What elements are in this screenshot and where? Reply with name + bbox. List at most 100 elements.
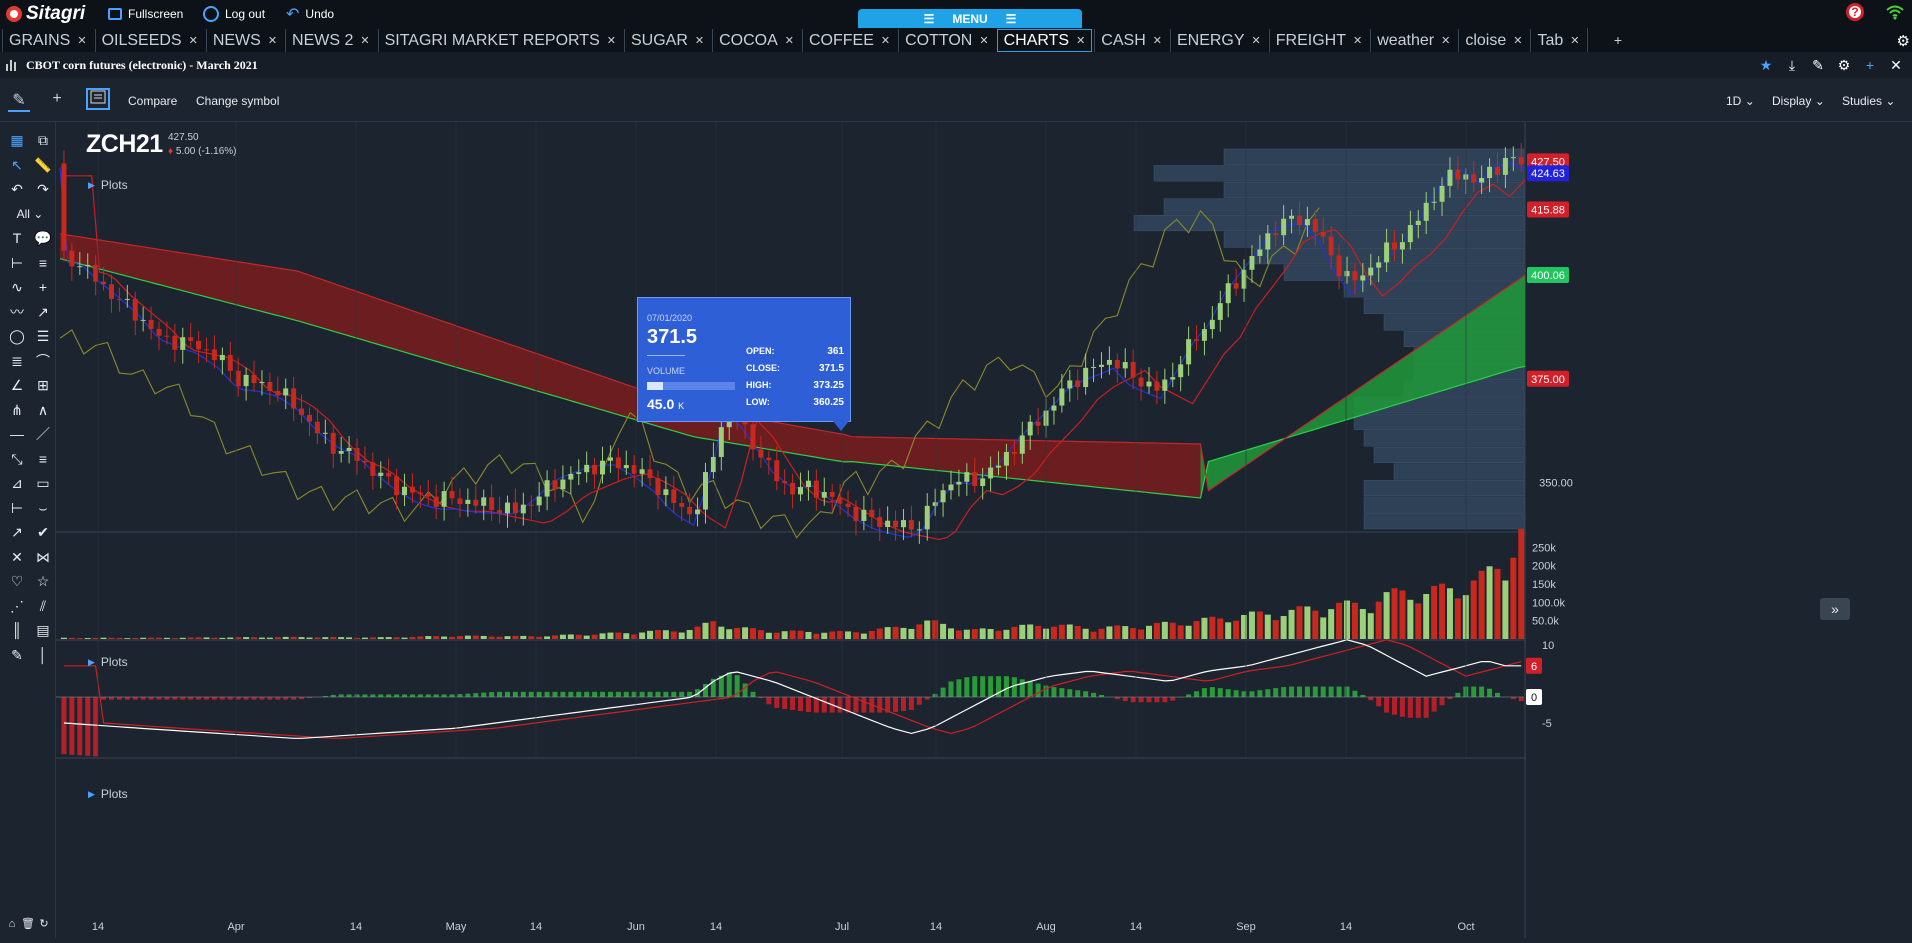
text-tool-icon[interactable]: T xyxy=(12,230,22,246)
close-icon[interactable]: ✕ xyxy=(1441,35,1451,47)
tab-weather[interactable]: weather ✕ xyxy=(1370,29,1456,52)
share-icon[interactable]: ⧉ xyxy=(38,132,48,148)
callout-icon[interactable]: 💬 xyxy=(34,230,52,246)
rectangle-icon[interactable]: ▭ xyxy=(36,475,50,491)
close-icon[interactable]: ✕ xyxy=(188,35,198,47)
expand-right-button[interactable]: » xyxy=(1820,598,1850,620)
vertical-line-icon[interactable]: │ xyxy=(38,646,48,663)
gear-icon[interactable]: ⚙ xyxy=(1896,33,1910,50)
freehand-icon[interactable]: 〰 xyxy=(10,303,24,320)
chart-canvas[interactable]: 350.00 427.50 424.63 415.88 400.06 375.00 250k… xyxy=(56,122,1912,938)
undo-icon[interactable]: ↶ xyxy=(11,181,23,197)
tab-cocoa[interactable]: COCOA ✕ xyxy=(712,29,800,52)
tool-filter-dropdown[interactable]: All ⌄ xyxy=(8,204,52,224)
add-tab-button[interactable]: + xyxy=(1587,28,1647,52)
download-icon[interactable]: ⤓ xyxy=(1788,57,1796,73)
ellipse-icon[interactable]: ◯ xyxy=(9,328,25,344)
close-icon[interactable]: ✕ xyxy=(1152,35,1162,47)
close-icon[interactable]: ✕ xyxy=(77,35,87,47)
star-icon[interactable]: ★ xyxy=(1759,57,1773,73)
chart-area[interactable]: 350.00 427.50 424.63 415.88 400.06 375.00 250k… xyxy=(56,122,1912,938)
help-icon[interactable]: ? xyxy=(1846,3,1864,21)
redo-icon[interactable]: ↷ xyxy=(37,181,49,197)
volume-plots-toggle[interactable]: ▶ Plots xyxy=(88,655,128,669)
interval-dropdown[interactable]: 1D ⌄ xyxy=(1726,94,1755,108)
close-icon[interactable]: ✕ xyxy=(1076,35,1086,47)
star-icon[interactable]: ☆ xyxy=(36,573,50,589)
wave-icon[interactable]: ∿ xyxy=(11,279,23,295)
close-icon[interactable]: ✕ xyxy=(979,35,989,47)
refresh-icon[interactable]: ↻ xyxy=(39,918,49,930)
tab-tab[interactable]: Tab ✕ xyxy=(1530,29,1585,52)
draw-pencil-icon[interactable]: ✎ xyxy=(8,90,30,112)
macd-plots-toggle[interactable]: ▶ Plots xyxy=(88,787,128,801)
levels-icon[interactable]: ≡ xyxy=(38,450,48,467)
gann-icon[interactable]: ∠ xyxy=(10,377,24,393)
tab-charts[interactable]: CHARTS ✕ xyxy=(996,29,1093,52)
change-symbol-button[interactable]: Change symbol xyxy=(196,94,280,108)
display-dropdown[interactable]: Display ⌄ xyxy=(1772,94,1825,108)
tab-cotton[interactable]: COTTON ✕ xyxy=(898,29,994,52)
tab-news-2[interactable]: NEWS 2 ✕ xyxy=(285,29,376,52)
curve-icon[interactable]: ⌣ xyxy=(38,499,48,516)
tab-news[interactable]: NEWS ✕ xyxy=(205,29,283,52)
close-icon[interactable]: ✕ xyxy=(360,35,370,47)
pen-icon[interactable]: ✎ xyxy=(1812,57,1824,73)
trend-icon[interactable]: ↗ xyxy=(37,303,49,320)
close-icon[interactable]: ✕ xyxy=(1251,35,1261,47)
ray-icon[interactable]: ／ xyxy=(36,426,50,442)
main-plots-toggle[interactable]: ▶ Plots xyxy=(88,178,128,192)
home-icon[interactable]: ⌂ xyxy=(8,918,16,930)
x-icon[interactable]: ✕ xyxy=(11,548,23,565)
speed-fan-icon[interactable]: ⋰ xyxy=(10,597,24,614)
fullscreen-button[interactable]: Fullscreen xyxy=(108,4,183,24)
chart-style-icon[interactable] xyxy=(86,88,110,110)
grid-layout-icon[interactable]: ▦ xyxy=(10,132,24,148)
arrow-icon[interactable]: ↗ xyxy=(11,524,23,540)
fib-fan-icon[interactable]: ≣ xyxy=(11,352,23,369)
horizontal-line-icon[interactable]: ⊢ xyxy=(10,254,24,271)
undo-button[interactable]: ↶ Undo xyxy=(286,4,334,24)
tab-oilseeds[interactable]: OILSEEDS ✕ xyxy=(94,29,204,52)
close-icon[interactable]: ✕ xyxy=(784,35,794,47)
table-icon[interactable]: ▤ xyxy=(36,622,50,638)
range-icon[interactable]: ⊢ xyxy=(10,499,24,516)
gear-icon[interactable]: ⚙ xyxy=(1837,57,1851,73)
ruler-icon[interactable]: 📏 xyxy=(34,156,52,173)
tab-sitagri-market-reports[interactable]: SITAGRI MARKET REPORTS ✕ xyxy=(377,29,622,52)
tab-cloise[interactable]: cloise ✕ xyxy=(1458,29,1528,52)
grid-icon[interactable]: ⊞ xyxy=(37,377,49,393)
pitchfork-icon[interactable]: ⋔ xyxy=(11,401,23,418)
close-icon[interactable]: ✕ xyxy=(1570,35,1580,47)
close-icon[interactable]: ✕ xyxy=(694,35,705,47)
tab-sugar[interactable]: SUGAR ✕ xyxy=(623,29,710,52)
crosshair-icon[interactable]: + xyxy=(52,90,62,107)
close-icon[interactable]: ✕ xyxy=(1352,35,1363,47)
tab-coffee[interactable]: COFFEE ✕ xyxy=(801,29,896,52)
measure-icon[interactable]: ⤡ xyxy=(11,450,23,467)
close-icon[interactable]: ✕ xyxy=(606,35,616,47)
logout-button[interactable]: Log out xyxy=(203,4,265,24)
arc-icon[interactable]: ⌒ xyxy=(36,352,50,369)
elliott-icon[interactable]: ∧ xyxy=(37,401,49,418)
speed-lines-icon[interactable]: ⫽ xyxy=(39,597,47,614)
check-icon[interactable]: ✔ xyxy=(37,524,49,540)
tab-grains[interactable]: GRAINS ✕ xyxy=(2,29,93,52)
cross-icon[interactable]: + xyxy=(38,279,48,295)
bowtie-icon[interactable]: ⋈ xyxy=(36,548,50,565)
annotation-icon[interactable]: ✎ xyxy=(11,646,23,663)
compare-button[interactable]: Compare xyxy=(128,94,178,108)
sitagri-logo[interactable]: Sitagri xyxy=(6,3,85,25)
tab-cash[interactable]: CASH ✕ xyxy=(1094,29,1168,52)
select-arrow-icon[interactable]: ↖ xyxy=(11,156,23,173)
menu-button[interactable]: ☰ MENU ☰ xyxy=(858,9,1082,29)
add-icon[interactable]: + xyxy=(1865,57,1875,73)
close-icon[interactable]: ✕ xyxy=(1890,57,1902,73)
close-icon[interactable]: ✕ xyxy=(1513,35,1523,47)
vertical-bars-icon[interactable]: ║ xyxy=(12,622,22,638)
channel-icon[interactable]: ≡ xyxy=(38,254,48,271)
close-icon[interactable]: ✕ xyxy=(267,35,278,47)
trash-icon[interactable]: 🗑 xyxy=(21,918,35,930)
studies-dropdown[interactable]: Studies ⌄ xyxy=(1842,94,1895,108)
tab-energy[interactable]: ENERGY ✕ xyxy=(1169,29,1267,52)
